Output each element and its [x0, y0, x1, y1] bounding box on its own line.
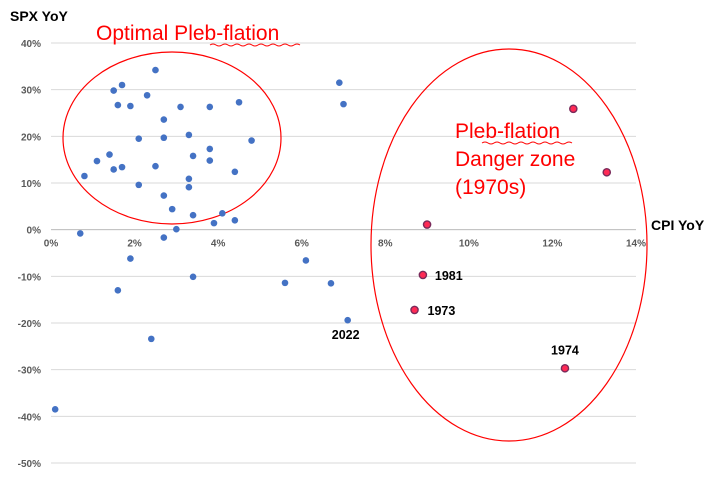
data-point-1970s [560, 363, 570, 373]
x-tick-label: 12% [542, 239, 562, 250]
y-tick-label: 30% [21, 86, 41, 97]
y-tick-label: -50% [18, 459, 41, 470]
optimal-zone-annotation: Optimal Pleb-flation [96, 22, 279, 45]
data-point [206, 157, 214, 164]
data-point [76, 230, 84, 237]
data-point [327, 280, 335, 287]
point-label: 2022 [332, 328, 360, 342]
data-point [177, 103, 184, 111]
y-tick-label: 20% [21, 132, 41, 143]
data-point [219, 210, 226, 217]
data-point [206, 145, 214, 153]
data-point-1970s [418, 270, 428, 280]
x-tick-label: 0% [44, 239, 59, 250]
data-point [118, 163, 126, 171]
data-point [344, 316, 351, 324]
x-tick-label: 2% [127, 239, 142, 250]
y-tick-label: 0% [27, 226, 42, 237]
data-point [231, 168, 239, 176]
data-points [51, 66, 612, 413]
data-point [336, 79, 343, 86]
danger-zone-annotation-line1: Pleb-flation [455, 120, 560, 143]
optimal-zone-ellipse [62, 51, 282, 225]
data-point [206, 103, 214, 111]
point-label: 1981 [435, 269, 463, 283]
point-label: 1973 [428, 304, 456, 318]
point-label: 1974 [551, 343, 579, 357]
data-point [135, 181, 143, 189]
y-tick-label: -40% [18, 412, 41, 423]
data-point [248, 137, 255, 144]
x-tick-labels: 0% 2% 4% 6% 8% 10% 12% 14% [44, 239, 646, 250]
data-point [51, 406, 59, 413]
x-axis-title: CPI YoY [651, 217, 705, 233]
x-tick-label: 10% [459, 239, 479, 250]
data-point [210, 219, 218, 227]
data-point [160, 134, 168, 142]
data-point [135, 135, 143, 142]
data-point [143, 91, 151, 99]
data-point [127, 102, 134, 110]
data-point [185, 183, 193, 191]
data-point [189, 211, 197, 219]
data-point [160, 234, 168, 241]
gridlines [51, 42, 636, 464]
data-point-1970s [410, 305, 419, 315]
data-point [118, 81, 126, 89]
data-point [173, 225, 180, 233]
data-point [127, 255, 134, 262]
y-tick-label: -30% [18, 366, 41, 377]
point-labels: 2022 1973 1981 1974 [332, 269, 579, 357]
data-point [185, 175, 193, 183]
y-tick-label: 10% [21, 179, 41, 190]
data-point [110, 166, 117, 173]
data-point [93, 157, 101, 165]
data-point [110, 87, 117, 94]
data-point-1970s [602, 167, 612, 177]
data-point [114, 287, 122, 294]
data-point [152, 66, 159, 74]
danger-zone-annotation-line2: Danger zone [455, 148, 575, 171]
data-point [81, 172, 88, 180]
danger-zone-ellipse [370, 48, 648, 442]
data-point [189, 273, 197, 281]
data-point [106, 151, 113, 158]
data-point [302, 257, 310, 264]
annotation-underline [209, 43, 301, 47]
y-tick-labels: 40% 30% 20% 10% 0% -10% -20% -30% -40% -50% [18, 39, 41, 470]
data-point-1970s [422, 220, 432, 229]
x-tick-label: 6% [294, 239, 309, 250]
data-point [281, 279, 289, 287]
y-tick-label: 40% [21, 39, 41, 50]
data-point [168, 205, 176, 213]
data-point [160, 192, 168, 199]
y-tick-label: -10% [18, 272, 41, 283]
x-tick-label: 14% [626, 239, 646, 250]
data-point [231, 217, 239, 224]
x-tick-label: 4% [211, 239, 226, 250]
danger-zone-annotation-line3: (1970s) [455, 176, 526, 199]
data-point [189, 152, 197, 160]
data-point [185, 131, 193, 139]
x-tick-label: 8% [378, 239, 393, 250]
data-point [160, 116, 168, 123]
data-point [235, 98, 243, 106]
data-point [152, 162, 159, 170]
y-axis-title: SPX YoY [10, 8, 69, 24]
data-point [114, 101, 122, 109]
y-tick-label: -20% [18, 319, 41, 330]
data-point-1970s [569, 104, 578, 114]
data-point [147, 335, 155, 343]
data-point [340, 100, 347, 108]
annotation-underline [481, 141, 573, 145]
